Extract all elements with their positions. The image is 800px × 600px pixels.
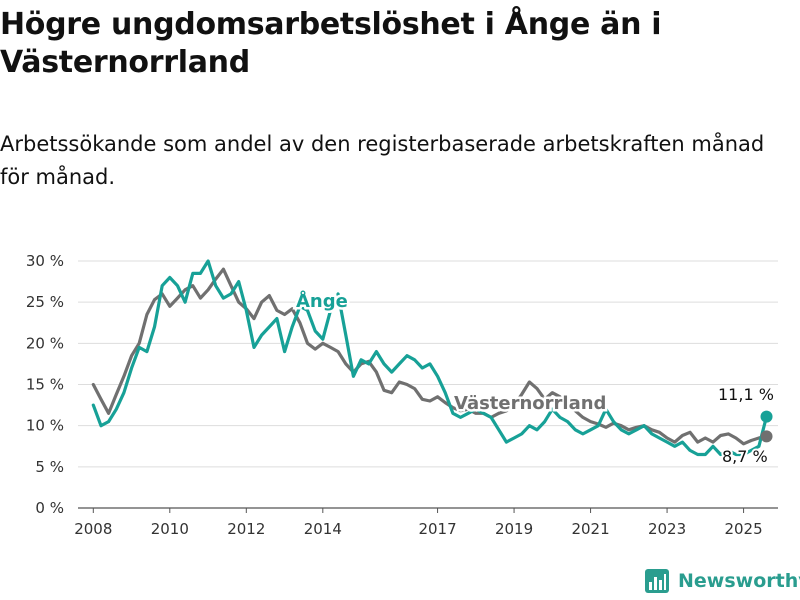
y-axis-ticks: 0 % 5 % 10 % 15 % 20 % 25 % 30 %: [26, 252, 64, 517]
end-label-vasternorrland: 8,7 %: [722, 447, 768, 466]
x-tick-label: 2008: [74, 520, 112, 538]
line-chart: 0 %5 %10 %15 %20 %25 %30 % 2008 2010 2012 2…: [26, 252, 778, 538]
x-tick-label: 2012: [227, 520, 265, 538]
newsworthy-bar-chart-icon: [645, 569, 669, 593]
gridlines: [78, 260, 778, 509]
end-point-vasternorrland: [760, 430, 773, 443]
end-point-ange: [760, 410, 773, 423]
y-tick-label: 10 %: [26, 417, 64, 435]
x-tick-label: 2025: [724, 520, 762, 538]
x-tick-label: 2017: [418, 520, 456, 538]
series-label-ange: Ånge: [296, 289, 348, 312]
chart-subtitle: Arbetssökande som andel av den registerb…: [0, 132, 765, 189]
x-tick-label: 2014: [304, 520, 342, 538]
y-tick-label: 15 %: [26, 376, 64, 394]
x-tick-label: 2023: [648, 520, 686, 538]
series-end-markers: [760, 410, 773, 443]
x-tick-label: 2021: [571, 520, 609, 538]
brand-name: Newsworthy: [678, 570, 800, 592]
y-tick-label: 20 %: [26, 334, 64, 352]
end-label-ange: 11,1 %: [718, 385, 774, 404]
x-axis-ticks: 2008 2010 2012 2014 2017 2019 2021 2023 2025: [74, 508, 763, 538]
x-tick-label: 2010: [151, 520, 189, 538]
y-tick-label: 25 %: [26, 293, 64, 311]
series-label-vasternorrland: Västernorrland: [454, 393, 606, 414]
newsworthy-logo[interactable]: Newsworthy: [644, 568, 800, 594]
y-tick-label: 0 %: [35, 499, 64, 517]
series-lines: [91, 259, 769, 457]
series-line-vasternorrland: [91, 267, 769, 446]
chart-title: Högre ungdomsarbetslöshet i Ånge än i Vä…: [0, 7, 662, 80]
y-tick-label: 30 %: [26, 252, 64, 270]
x-tick-label: 2019: [495, 520, 533, 538]
series-line-ange: [91, 259, 769, 457]
y-tick-label: 5 %: [35, 458, 64, 476]
